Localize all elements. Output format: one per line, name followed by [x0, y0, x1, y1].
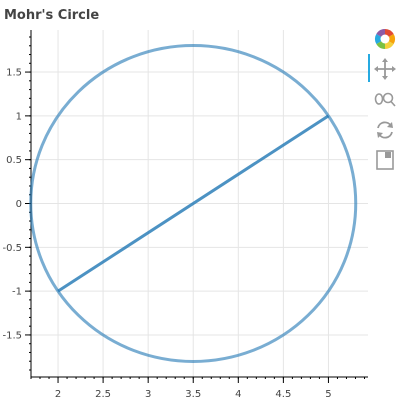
y-tick-label: 1.5	[6, 68, 22, 79]
pan-tool-icon[interactable]	[372, 57, 398, 81]
y-tick-label: -1	[12, 287, 22, 298]
x-tick-label: 3	[145, 389, 151, 400]
y-tick-label: -1.5	[2, 330, 22, 341]
grid-lines	[31, 30, 368, 377]
x-tick-label: 2	[55, 389, 61, 400]
mohr-circle	[29, 44, 358, 363]
x-tick-label: 2.5	[95, 389, 111, 400]
x-tick-label: 3.5	[185, 389, 201, 400]
y-tick-label: -0.5	[2, 243, 22, 254]
chart-title: Mohr's Circle	[4, 8, 100, 23]
data-layer	[29, 44, 358, 363]
reset-tool-icon[interactable]	[372, 118, 398, 142]
axes	[25, 30, 368, 383]
plot-area[interactable]: 2 2.5 3 3.5 4 4.5 5 -1.5 -1 -0.5 0 0.5 1 1.5	[0, 0, 368, 400]
bokeh-logo-icon	[372, 26, 398, 50]
tick-labels: 2 2.5 3 3.5 4 4.5 5 -1.5 -1 -0.5 0 0.5 1 1.5	[2, 68, 331, 400]
toolbar	[368, 26, 400, 186]
y-tick-label: 0.5	[6, 155, 22, 166]
x-tick-label: 4	[235, 389, 241, 400]
save-tool-icon[interactable]	[372, 148, 398, 172]
x-tick-label: 5	[325, 389, 331, 400]
wheel-zoom-tool-icon[interactable]	[372, 87, 398, 111]
active-tool-indicator	[368, 54, 370, 82]
diameter-line	[57, 114, 330, 293]
y-tick-label: 1	[16, 111, 22, 122]
y-tick-label: 0	[16, 199, 22, 210]
x-tick-label: 4.5	[275, 389, 291, 400]
